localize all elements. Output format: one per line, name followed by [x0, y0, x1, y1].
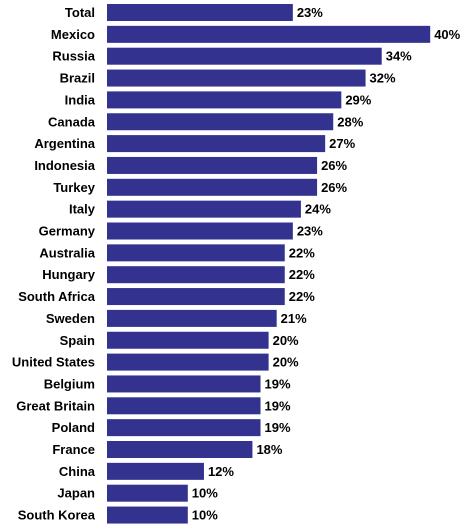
bar [107, 222, 293, 240]
category-label: Great Britain [16, 398, 95, 413]
value-label: 26% [321, 180, 347, 195]
plot-area: Total 23% Mexico 40% Russia 34% Brazil 32% India… [12, 4, 461, 524]
category-label: China [59, 464, 96, 479]
category-label: South Korea [18, 508, 96, 523]
category-label: Russia [52, 49, 95, 64]
category-label: Argentina [34, 136, 95, 151]
category-label: Australia [39, 245, 95, 260]
value-label: 22% [289, 289, 315, 304]
value-label: 19% [265, 398, 291, 413]
bar [107, 244, 285, 262]
bar [107, 353, 269, 371]
bar [107, 4, 293, 21]
bar [107, 113, 334, 131]
value-label: 23% [297, 5, 323, 20]
value-label: 12% [208, 464, 234, 479]
value-label: 40% [434, 27, 460, 42]
bar [107, 288, 285, 306]
bar [107, 91, 342, 109]
category-label: Brazil [60, 71, 95, 86]
value-label: 32% [370, 71, 396, 86]
bar [107, 397, 261, 415]
value-label: 18% [256, 442, 282, 457]
value-label: 22% [289, 267, 315, 282]
bar [107, 441, 253, 458]
category-label: Italy [69, 202, 96, 217]
value-label: 20% [273, 333, 299, 348]
value-label: 34% [386, 49, 412, 64]
category-label: Japan [57, 486, 95, 501]
value-label: 23% [297, 224, 323, 239]
category-label: United States [12, 355, 95, 370]
value-label: 20% [273, 355, 299, 370]
category-label: India [65, 92, 96, 107]
category-label: Germany [39, 224, 96, 239]
category-label: Spain [60, 333, 95, 348]
value-label: 10% [192, 508, 218, 523]
category-label: South Africa [18, 289, 96, 304]
value-label: 19% [265, 420, 291, 435]
bar [107, 484, 188, 502]
value-label: 22% [289, 245, 315, 260]
value-label: 28% [337, 114, 363, 129]
bar [107, 25, 431, 43]
bar [107, 135, 326, 153]
value-label: 10% [192, 486, 218, 501]
value-label: 27% [329, 136, 355, 151]
category-label: Hungary [42, 267, 96, 282]
bar [107, 419, 261, 437]
value-label: 24% [305, 202, 331, 217]
category-label: France [52, 442, 95, 457]
bar [107, 375, 261, 393]
category-label: Poland [52, 420, 95, 435]
category-label: Belgium [44, 376, 95, 391]
category-label: Turkey [53, 180, 95, 195]
category-label: Sweden [46, 311, 95, 326]
bar [107, 47, 382, 65]
bar [107, 462, 204, 480]
value-label: 19% [265, 376, 291, 391]
bar [107, 156, 318, 174]
value-label: 21% [281, 311, 307, 326]
bar [107, 506, 188, 524]
bar [107, 178, 318, 196]
category-label: Canada [48, 114, 96, 129]
bar [107, 69, 366, 87]
value-label: 26% [321, 158, 347, 173]
category-label: Mexico [51, 27, 95, 42]
bar [107, 331, 269, 349]
category-label: Total [65, 5, 95, 20]
bar [107, 266, 285, 284]
value-label: 29% [345, 92, 371, 107]
category-label: Indonesia [34, 158, 95, 173]
bar [107, 200, 301, 218]
bar [107, 309, 277, 327]
